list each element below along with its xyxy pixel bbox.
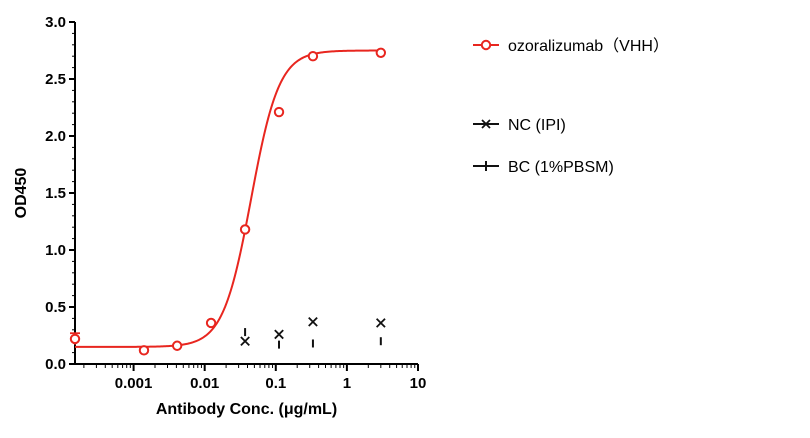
legend-item: BC (1%PBSM): [473, 159, 614, 176]
data-point-nc: [308, 316, 318, 327]
nc-stroke: [308, 316, 318, 327]
y-tick-label: 1.5: [45, 185, 66, 202]
x-tick-label: 0.001: [115, 375, 153, 392]
legend-label: BC (1%PBSM): [508, 159, 614, 176]
data-point-ozoralizumab: [239, 224, 251, 235]
x-ticks: 0.001 0.01 0.1 1 10: [83, 364, 427, 392]
y-ticks: 0.0 0.5 1.0 1.5 2.0 2.5 3.0: [45, 14, 75, 373]
x-tick-label: 0.1: [265, 375, 286, 392]
legend-label: NC (IPI): [508, 117, 566, 134]
y-tick-label: 0.5: [45, 299, 66, 316]
y-tick-label: 3.0: [45, 14, 66, 31]
legend-item: NC (IPI): [473, 117, 566, 134]
plot-area: [69, 47, 387, 356]
legend-marker-circle: [480, 39, 492, 51]
data-point-ozoralizumab: [205, 317, 217, 329]
data-point-ozoralizumab: [138, 345, 150, 356]
data-point-nc: [274, 329, 284, 340]
data-point-ozoralizumab: [273, 106, 285, 118]
data-point-ozoralizumab: [171, 340, 183, 351]
legend-label: ozoralizumab（VHH）: [508, 37, 669, 55]
data-point-ozoralizumab: [307, 51, 319, 62]
y-tick-label: 2.5: [45, 71, 66, 88]
fit-curve: [75, 49, 381, 348]
data-point-ozoralizumab: [69, 333, 81, 345]
legend-item: ozoralizumab（VHH）: [473, 37, 669, 55]
data-point-nc: [375, 318, 386, 328]
data-point-ozoralizumab: [375, 47, 387, 58]
y-tick-label: 0.0: [45, 356, 66, 373]
y-tick-label: 2.0: [45, 128, 66, 145]
nc-stroke: [375, 318, 386, 328]
y-axis-title: OD450: [13, 168, 30, 219]
x-tick-label: 1: [343, 375, 351, 392]
legend: ozoralizumab（VHH） NC (IPI) BC (1%PBSM): [473, 37, 669, 176]
nc-stroke: [240, 336, 250, 347]
axes: 0.0 0.5 1.0 1.5 2.0 2.5 3.0 0.001 0.01 0.1 1 10: [45, 14, 426, 392]
data-point-nc: [240, 336, 250, 347]
nc-stroke: [274, 329, 284, 340]
x-tick-label: 10: [410, 375, 427, 392]
legend-marker-x: [481, 119, 491, 129]
y-tick-label: 1.0: [45, 242, 66, 259]
x-tick-label: 0.01: [190, 375, 219, 392]
x-axis-title: Antibody Conc. (μg/mL): [156, 401, 337, 418]
